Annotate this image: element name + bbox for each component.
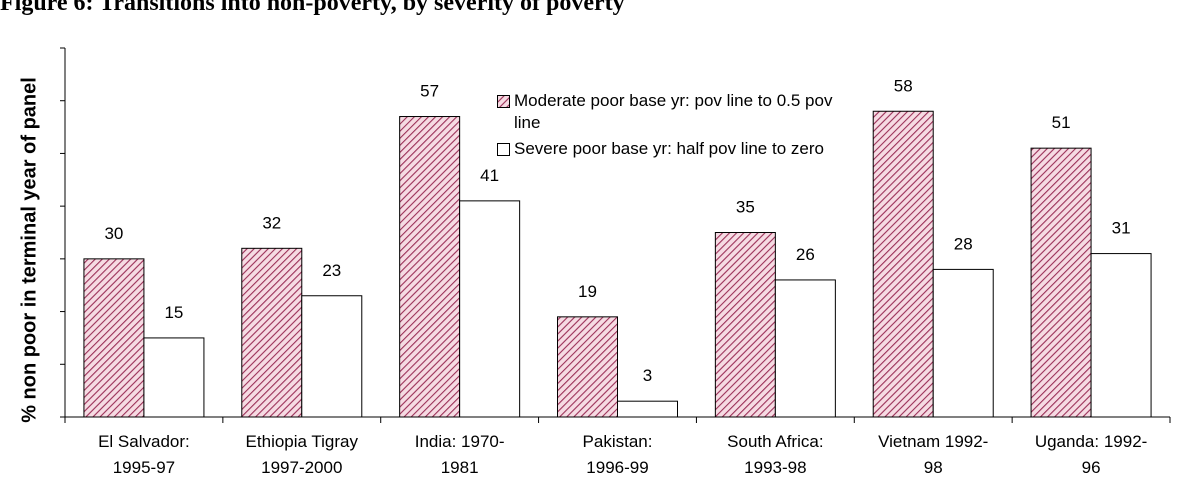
x-tick-label: Pakistan:	[583, 432, 653, 451]
bar	[459, 200, 521, 418]
data-label: 26	[796, 245, 815, 264]
data-label: 58	[894, 76, 913, 95]
legend-swatch-rect	[497, 95, 510, 108]
bar	[714, 232, 776, 418]
x-tick-label: El Salvador:	[98, 432, 190, 451]
legend-item: Moderate poor base yr: pov line to 0.5 p…	[497, 90, 847, 134]
legend-label: Moderate poor base yr: pov line to 0.5 p…	[514, 91, 833, 132]
legend-swatch-rect	[497, 143, 510, 156]
data-label: 30	[104, 224, 123, 243]
data-label: 57	[420, 82, 439, 101]
chart-title: Figure 6: Transitions into non-poverty, …	[0, 0, 625, 16]
data-label: 35	[736, 198, 755, 217]
bar	[1030, 147, 1092, 418]
bar	[1090, 253, 1152, 418]
legend: Moderate poor base yr: pov line to 0.5 p…	[497, 90, 847, 164]
x-tick-label: South Africa:	[727, 432, 823, 451]
bar	[241, 247, 303, 418]
data-label: 19	[578, 282, 597, 301]
x-tick-label: 96	[1082, 458, 1101, 477]
bar	[932, 268, 994, 418]
legend-label: Severe poor base yr: half pov line to ze…	[514, 139, 824, 158]
data-label: 41	[480, 166, 499, 185]
legend-item: Severe poor base yr: half pov line to ze…	[497, 138, 847, 160]
x-tick-label: 1981	[441, 458, 479, 477]
legend-swatch	[497, 95, 510, 108]
data-label: 32	[262, 213, 281, 232]
data-label: 28	[954, 234, 973, 253]
x-tick-label: 1993-98	[744, 458, 806, 477]
x-tick-label: 1997-2000	[261, 458, 342, 477]
bar	[557, 316, 618, 418]
bar	[83, 258, 145, 418]
bar	[143, 337, 205, 418]
y-axis-label: % non poor in terminal year of panel	[18, 77, 40, 423]
data-label: 15	[164, 303, 183, 322]
data-label: 31	[1112, 219, 1131, 238]
bar	[399, 116, 461, 418]
x-tick-label: Ethiopia Tigray	[246, 432, 359, 451]
data-label: 23	[322, 261, 341, 280]
x-tick-label: 1995-97	[113, 458, 175, 477]
bar	[617, 400, 678, 418]
x-tick-label: Uganda: 1992-	[1035, 432, 1147, 451]
x-tick-label: Vietnam 1992-	[878, 432, 988, 451]
data-label: 51	[1052, 113, 1071, 132]
x-tick-label: 1996-99	[586, 458, 648, 477]
legend-swatch	[497, 143, 510, 156]
x-tick-label: India: 1970-	[415, 432, 505, 451]
bar	[774, 279, 836, 418]
data-label: 3	[643, 366, 652, 385]
x-tick-label: 98	[924, 458, 943, 477]
bar	[872, 110, 934, 418]
bar	[301, 295, 363, 418]
